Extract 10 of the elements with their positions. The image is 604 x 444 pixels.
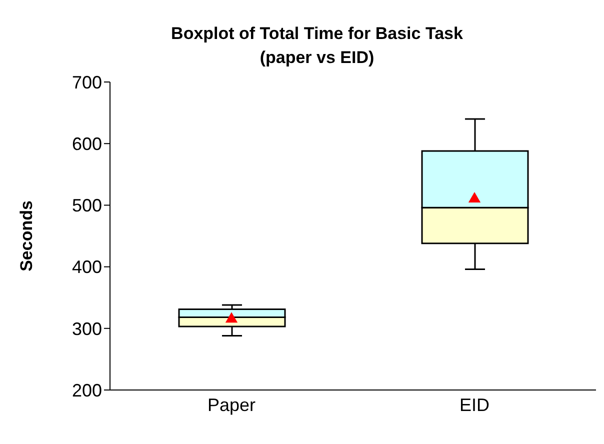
x-tick-label: Paper: [207, 394, 256, 415]
y-axis-title: Seconds: [17, 200, 36, 272]
y-tick-label: 700: [72, 72, 102, 92]
y-tick-label: 300: [72, 318, 102, 339]
chart-title: Boxplot of Total Time for Basic Task (paper vs EID): [170, 23, 464, 69]
y-tick-label: 500: [72, 196, 102, 216]
x-tick-label: EID: [459, 394, 490, 415]
y-tick-label: 600: [72, 134, 102, 154]
y-tick-label: 200: [72, 380, 102, 400]
y-tick-label: 400: [72, 257, 102, 278]
